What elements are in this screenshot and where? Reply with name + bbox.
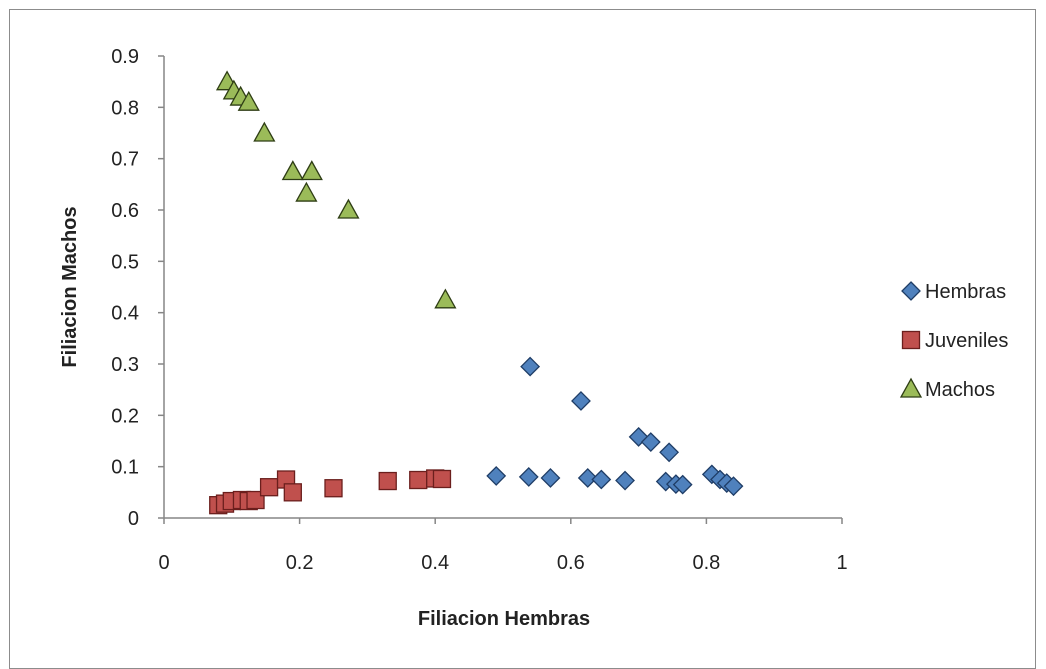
hembras-point — [640, 432, 661, 452]
x-tick-label: 0.4 — [421, 552, 449, 574]
y-tick-label: 0.7 — [111, 149, 139, 171]
machos-point — [295, 181, 318, 202]
axes — [163, 56, 842, 519]
machos-point — [253, 121, 276, 142]
y-tick-label: 0 — [128, 508, 139, 530]
hembras-point — [577, 468, 598, 488]
x-tick-label: 0.6 — [557, 552, 585, 574]
y-tick-labels: 0 0.1 0.2 0.3 0.4 0.5 0.6 0.7 0.8 0.9 — [111, 46, 164, 530]
machos-point — [337, 198, 360, 219]
hembras-point — [520, 356, 541, 377]
series-juveniles — [209, 469, 452, 515]
legend-item-juveniles: Juveniles — [901, 330, 1008, 352]
machos-point — [237, 90, 260, 111]
hembras-point — [518, 467, 539, 487]
series-machos — [215, 70, 457, 309]
hembras-point — [659, 442, 680, 463]
data-points — [209, 70, 744, 515]
x-tick-label: 1 — [836, 552, 847, 574]
x-tick-label: 0 — [158, 552, 169, 574]
machos-point — [300, 160, 323, 181]
legend-item-hembras: Hembras — [901, 281, 1006, 303]
hembras-point — [672, 474, 693, 495]
legend-label-machos: Machos — [925, 379, 995, 401]
legend-marker-hembras — [901, 281, 921, 301]
juveniles-point — [246, 490, 265, 510]
hembras-point — [571, 391, 591, 411]
y-tick-label: 0.5 — [111, 251, 139, 273]
juveniles-point — [324, 479, 343, 498]
machos-point — [434, 288, 457, 309]
hembras-point — [591, 469, 612, 490]
x-tick-label: 0.8 — [692, 552, 720, 574]
y-tick-label: 0.8 — [111, 97, 139, 119]
legend-label-hembras: Hembras — [925, 281, 1006, 303]
juveniles-point — [283, 483, 302, 502]
hembras-point — [723, 476, 744, 497]
juveniles-point — [378, 471, 397, 491]
y-tick-label: 0.2 — [111, 405, 139, 427]
juveniles-point — [409, 470, 428, 490]
x-tick-label: 0.2 — [286, 552, 314, 574]
series-hembras — [486, 356, 744, 497]
y-axis-title: Filiacion Machos — [59, 206, 81, 367]
legend-label-juveniles: Juveniles — [925, 330, 1008, 352]
legend: Hembras Juveniles Machos — [899, 281, 1008, 401]
legend-marker-juveniles — [901, 330, 921, 350]
y-tick-label: 0.4 — [111, 303, 139, 325]
hembras-point — [540, 468, 561, 488]
juveniles-point — [259, 478, 279, 497]
y-tick-label: 0.6 — [111, 200, 139, 222]
x-tick-labels: 0 0.2 0.4 0.6 0.8 1 — [158, 518, 848, 574]
x-axis-title: Filiacion Hembras — [418, 608, 590, 630]
y-tick-label: 0.9 — [111, 46, 139, 68]
hembras-point — [486, 465, 507, 486]
legend-marker-machos — [899, 377, 923, 398]
juveniles-point — [432, 469, 452, 489]
chart-frame — [9, 9, 1036, 669]
legend-item-machos: Machos — [899, 377, 995, 401]
y-tick-label: 0.1 — [111, 457, 139, 479]
y-tick-label: 0.3 — [111, 354, 139, 376]
machos-point — [281, 160, 304, 181]
hembras-point — [615, 470, 635, 491]
